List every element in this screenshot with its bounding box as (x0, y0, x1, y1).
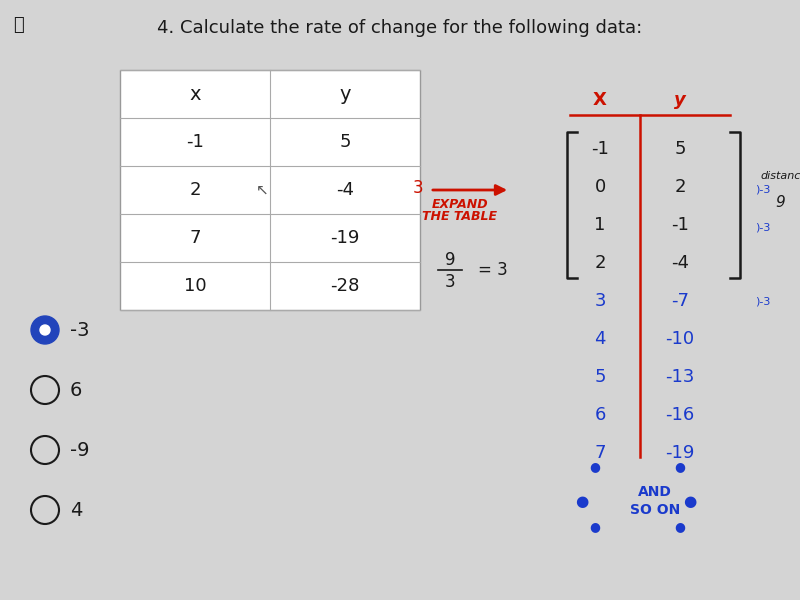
Text: -9: -9 (70, 440, 90, 460)
Text: X: X (593, 91, 607, 109)
Text: ↖: ↖ (256, 182, 268, 197)
Text: -10: -10 (666, 330, 694, 348)
Text: )-3: )-3 (755, 222, 770, 232)
Text: ⬜: ⬜ (13, 16, 23, 34)
Text: THE TABLE: THE TABLE (422, 209, 498, 223)
Text: -19: -19 (666, 444, 694, 462)
Text: 5: 5 (594, 368, 606, 386)
Text: 3: 3 (594, 292, 606, 310)
Text: -28: -28 (330, 277, 360, 295)
Text: )-3: )-3 (755, 184, 770, 194)
Text: 2: 2 (190, 181, 201, 199)
Text: 0: 0 (594, 178, 606, 196)
Text: 1: 1 (594, 216, 606, 234)
Text: 2: 2 (674, 178, 686, 196)
Text: 5: 5 (339, 133, 350, 151)
Text: = 3: = 3 (478, 261, 508, 279)
Text: -1: -1 (186, 133, 204, 151)
Text: -3: -3 (70, 320, 90, 340)
Text: 3: 3 (445, 273, 455, 291)
Text: -4: -4 (336, 181, 354, 199)
Text: EXPAND: EXPAND (432, 197, 488, 211)
Text: ●: ● (590, 461, 601, 473)
Text: -19: -19 (330, 229, 360, 247)
Text: 7: 7 (190, 229, 201, 247)
Text: 3: 3 (412, 179, 423, 197)
Text: 6: 6 (594, 406, 606, 424)
Text: )-3: )-3 (755, 296, 770, 306)
Text: 6: 6 (70, 380, 82, 400)
Text: ●: ● (674, 520, 686, 533)
Text: 4: 4 (70, 500, 82, 520)
Text: -16: -16 (666, 406, 694, 424)
Text: 9: 9 (775, 194, 785, 209)
Text: ●: ● (683, 494, 697, 509)
Text: -13: -13 (666, 368, 694, 386)
Text: 7: 7 (594, 444, 606, 462)
Text: 9: 9 (445, 251, 455, 269)
Text: 2: 2 (594, 254, 606, 272)
Text: -1: -1 (591, 140, 609, 158)
Text: AND: AND (638, 485, 672, 499)
Text: ●: ● (674, 461, 686, 473)
Text: -7: -7 (671, 292, 689, 310)
Text: 10: 10 (184, 277, 206, 295)
Circle shape (40, 325, 50, 335)
Circle shape (31, 316, 59, 344)
Text: 5: 5 (674, 140, 686, 158)
Text: 4: 4 (594, 330, 606, 348)
FancyBboxPatch shape (120, 70, 420, 310)
Text: y: y (674, 91, 686, 109)
Text: 4. Calculate the rate of change for the following data:: 4. Calculate the rate of change for the … (158, 19, 642, 37)
Text: ●: ● (590, 520, 601, 533)
Text: SO ON: SO ON (630, 503, 680, 517)
Text: -1: -1 (671, 216, 689, 234)
Text: x: x (190, 85, 201, 103)
Text: y: y (339, 85, 350, 103)
Text: distance: distance (760, 170, 800, 181)
Text: -4: -4 (671, 254, 689, 272)
Text: ●: ● (575, 494, 589, 509)
